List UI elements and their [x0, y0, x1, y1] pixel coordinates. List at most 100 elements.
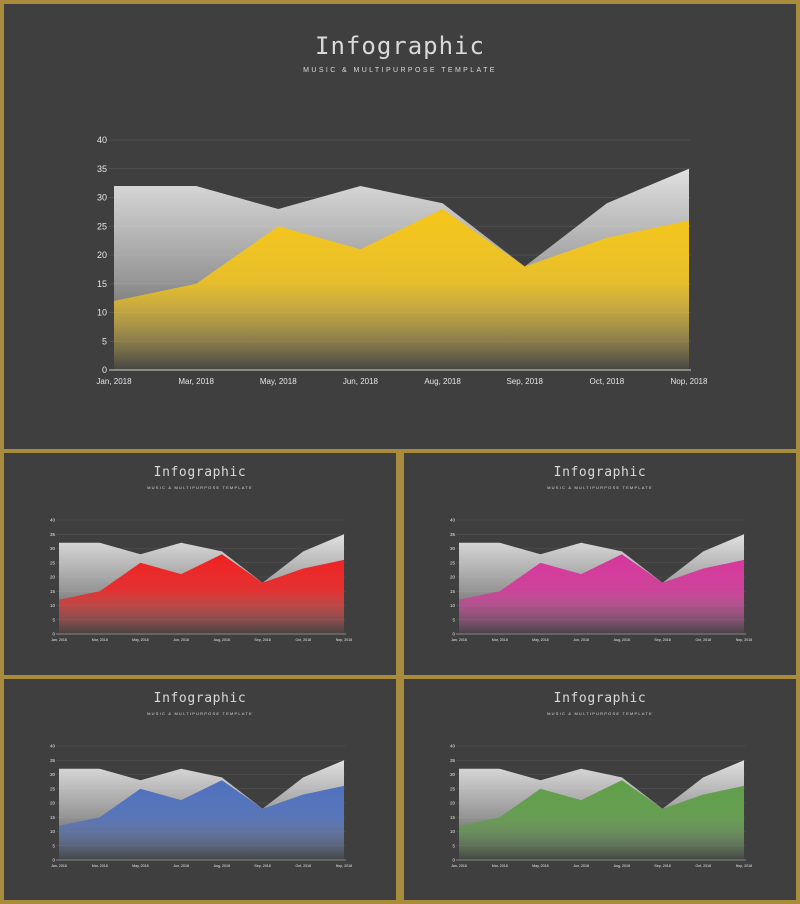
- x-tick-label: Sep, 2018: [254, 638, 270, 642]
- x-tick-label: Jun, 2018: [173, 638, 189, 642]
- main-slide-panel: Infographic MUSIC & MULTIPURPOSE TEMPLAT…: [4, 4, 796, 449]
- area-series-2: [59, 554, 344, 634]
- area-series-2: [459, 554, 744, 634]
- x-tick-label: Aug, 2018: [214, 638, 230, 642]
- y-tick-label: 15: [97, 279, 107, 289]
- x-tick-label: Mar, 2018: [492, 638, 508, 642]
- y-tick-label: 10: [50, 603, 56, 608]
- x-tick-label: Nop, 2018: [336, 638, 353, 642]
- y-tick-label: 35: [97, 164, 107, 174]
- x-tick-label: Jan, 2018: [96, 377, 132, 386]
- y-tick-label: 40: [50, 518, 56, 523]
- panel-title: Infographic: [153, 465, 247, 480]
- y-tick-label: 35: [50, 758, 56, 763]
- y-tick-label: 10: [50, 829, 56, 834]
- y-tick-label: 20: [50, 801, 56, 806]
- thumbnail-panel-pink[interactable]: Infographic MUSIC & MULTIPURPOSE TEMPLAT…: [404, 453, 796, 675]
- y-tick-label: 40: [97, 135, 107, 145]
- x-tick-label: Jun, 2018: [573, 864, 589, 868]
- y-tick-label: 35: [50, 532, 56, 537]
- panel-title: Infographic: [153, 691, 247, 706]
- y-tick-label: 25: [50, 786, 56, 791]
- y-tick-label: 15: [50, 589, 56, 594]
- area-series-2: [459, 780, 744, 860]
- y-tick-label: 15: [450, 815, 456, 820]
- x-tick-label: Aug, 2018: [614, 638, 630, 642]
- x-tick-label: Jun, 2018: [573, 638, 589, 642]
- thumbnail-panel-green[interactable]: Infographic MUSIC & MULTIPURPOSE TEMPLAT…: [404, 679, 796, 900]
- y-tick-label: 20: [450, 575, 456, 580]
- x-tick-label: Oct, 2018: [590, 377, 625, 386]
- x-tick-label: Nop, 2018: [671, 377, 708, 386]
- x-tick-label: Aug, 2018: [614, 864, 630, 868]
- area-chart: 0 5 10 15 20 25 30 35 40 Jan, 2018 Mar, 2018 May, 2…: [50, 518, 353, 642]
- x-tick-label: Sep, 2018: [654, 638, 670, 642]
- panel-subtitle: MUSIC & MULTIPURPOSE TEMPLATE: [147, 485, 253, 490]
- panel-title: Infographic: [553, 465, 647, 480]
- y-tick-label: 30: [50, 546, 56, 551]
- y-tick-label: 30: [97, 193, 107, 203]
- x-tick-label: May, 2018: [260, 377, 297, 386]
- y-tick-label: 5: [452, 617, 455, 622]
- x-tick-label: Mar, 2018: [92, 864, 108, 868]
- y-tick-label: 30: [50, 772, 56, 777]
- x-tick-label: Jan, 2018: [51, 638, 67, 642]
- x-tick-label: Jan, 2018: [51, 864, 67, 868]
- x-tick-label: Sep, 2018: [506, 377, 543, 386]
- panel-subtitle: MUSIC & MULTIPURPOSE TEMPLATE: [547, 711, 653, 716]
- y-tick-label: 25: [50, 560, 56, 565]
- y-tick-label: 0: [452, 858, 455, 863]
- x-tick-label: Oct, 2018: [695, 638, 711, 642]
- y-tick-label: 40: [450, 518, 456, 523]
- y-tick-label: 15: [50, 815, 56, 820]
- x-tick-label: Nop, 2018: [736, 864, 753, 868]
- y-tick-label: 0: [52, 632, 55, 637]
- y-tick-label: 30: [450, 772, 456, 777]
- x-tick-label: Oct, 2018: [295, 864, 311, 868]
- x-tick-label: May, 2018: [532, 638, 549, 642]
- x-tick-label: Oct, 2018: [295, 638, 311, 642]
- y-tick-label: 5: [52, 617, 55, 622]
- x-tick-label: Sep, 2018: [254, 864, 270, 868]
- x-tick-label: Jun, 2018: [343, 377, 379, 386]
- x-tick-label: Mar, 2018: [178, 377, 214, 386]
- panel-subtitle: MUSIC & MULTIPURPOSE TEMPLATE: [303, 67, 497, 74]
- y-tick-label: 5: [52, 843, 55, 848]
- x-tick-label: Aug, 2018: [424, 377, 461, 386]
- area-series-2: [59, 780, 344, 860]
- y-tick-label: 25: [450, 786, 456, 791]
- area-chart: 0 5 10 15 20 25 30 35 40 Jan, 2018 Mar, 2018 May, 2…: [96, 135, 708, 386]
- x-tick-label: Sep, 2018: [654, 864, 670, 868]
- y-tick-label: 10: [450, 603, 456, 608]
- panel-title: Infographic: [315, 32, 485, 60]
- x-tick-label: Aug, 2018: [214, 864, 230, 868]
- y-tick-label: 30: [450, 546, 456, 551]
- area-chart: 0 5 10 15 20 25 30 35 40 Jan, 2018 Mar, 2018 May, 2…: [450, 744, 753, 868]
- x-tick-label: Nop, 2018: [336, 864, 353, 868]
- x-tick-label: Jan, 2018: [451, 864, 467, 868]
- y-tick-label: 10: [450, 829, 456, 834]
- area-chart: 0 5 10 15 20 25 30 35 40 Jan, 2018 Mar, 2018 May, 2…: [50, 744, 353, 868]
- y-tick-label: 10: [97, 308, 107, 318]
- area-chart: 0 5 10 15 20 25 30 35 40 Jan, 2018 Mar, 2018 May, 2…: [450, 518, 753, 642]
- y-tick-label: 35: [450, 532, 456, 537]
- x-tick-label: Jun, 2018: [173, 864, 189, 868]
- thumbnail-panel-blue[interactable]: Infographic MUSIC & MULTIPURPOSE TEMPLAT…: [4, 679, 396, 900]
- panel-title: Infographic: [553, 691, 647, 706]
- x-tick-label: May, 2018: [132, 864, 149, 868]
- y-tick-label: 0: [102, 365, 107, 375]
- x-tick-label: Jan, 2018: [451, 638, 467, 642]
- thumbnail-panel-red[interactable]: Infographic MUSIC & MULTIPURPOSE TEMPLAT…: [4, 453, 396, 675]
- panel-subtitle: MUSIC & MULTIPURPOSE TEMPLATE: [547, 485, 653, 490]
- y-tick-label: 0: [452, 632, 455, 637]
- x-tick-label: Mar, 2018: [92, 638, 108, 642]
- y-tick-label: 25: [450, 560, 456, 565]
- panel-subtitle: MUSIC & MULTIPURPOSE TEMPLATE: [147, 711, 253, 716]
- y-tick-label: 20: [50, 575, 56, 580]
- x-tick-label: Oct, 2018: [695, 864, 711, 868]
- x-tick-label: Nop, 2018: [736, 638, 753, 642]
- y-tick-label: 25: [97, 221, 107, 231]
- x-tick-label: May, 2018: [132, 638, 149, 642]
- y-tick-label: 5: [452, 843, 455, 848]
- x-tick-label: Mar, 2018: [492, 864, 508, 868]
